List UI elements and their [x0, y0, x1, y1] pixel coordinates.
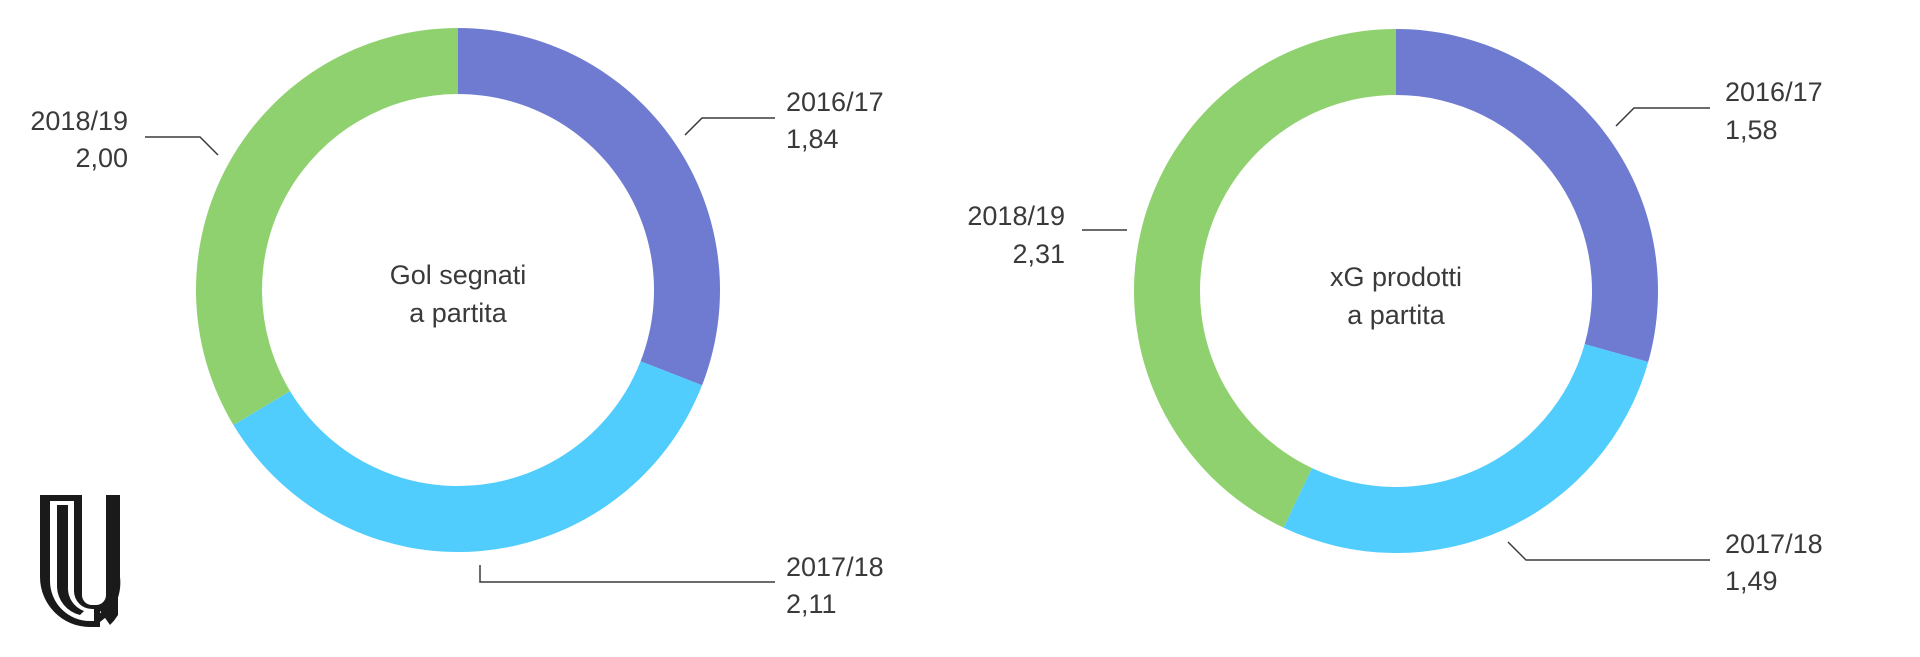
value-label-2016-17: 1,84 — [786, 124, 839, 154]
slices — [1134, 29, 1658, 553]
slices — [196, 27, 720, 552]
value-label-2017-18: 2,11 — [786, 589, 837, 619]
leader-line-2016-17 — [684, 117, 775, 136]
category-label-2018-19: 2018/19 — [967, 201, 1065, 231]
u-logo-icon — [40, 495, 121, 627]
category-label-2016-17: 2016/17 — [1725, 77, 1823, 107]
center-label-line-1: xG prodotti — [1330, 262, 1462, 292]
center-label-line-2: a partita — [1347, 300, 1446, 330]
center-label-line-1: Gol segnati — [390, 260, 527, 290]
value-label-2016-17: 1,58 — [1725, 115, 1778, 145]
category-label-2017-18: 2017/18 — [786, 552, 884, 582]
slice-2016-17 — [458, 28, 720, 386]
slice-2017-18 — [1283, 344, 1649, 553]
leader-line-2017-18 — [479, 565, 775, 583]
donut-chart-xg: xG prodotti a partita 2016/17 1,58 2017/… — [967, 29, 1823, 596]
donut-chart-goals: Gol segnati a partita 2016/17 1,84 2017/… — [30, 27, 884, 619]
category-label-2016-17: 2016/17 — [786, 87, 884, 117]
slice-2016-17 — [1396, 29, 1658, 363]
value-label-2018-19: 2,31 — [1012, 239, 1065, 269]
center-label-line-2: a partita — [409, 298, 508, 328]
slice-2018-19 — [196, 27, 458, 425]
slice-2018-19 — [1134, 29, 1396, 528]
category-label-2018-19: 2018/19 — [30, 106, 128, 136]
value-label-2018-19: 2,00 — [75, 143, 128, 173]
leader-line-2017-18 — [1507, 541, 1710, 561]
leader-line-2016-17 — [1615, 107, 1710, 127]
value-label-2017-18: 1,49 — [1725, 566, 1778, 596]
category-label-2017-18: 2017/18 — [1725, 529, 1823, 559]
slice-2017-18 — [233, 361, 703, 552]
leader-line-2018-19 — [145, 136, 219, 156]
